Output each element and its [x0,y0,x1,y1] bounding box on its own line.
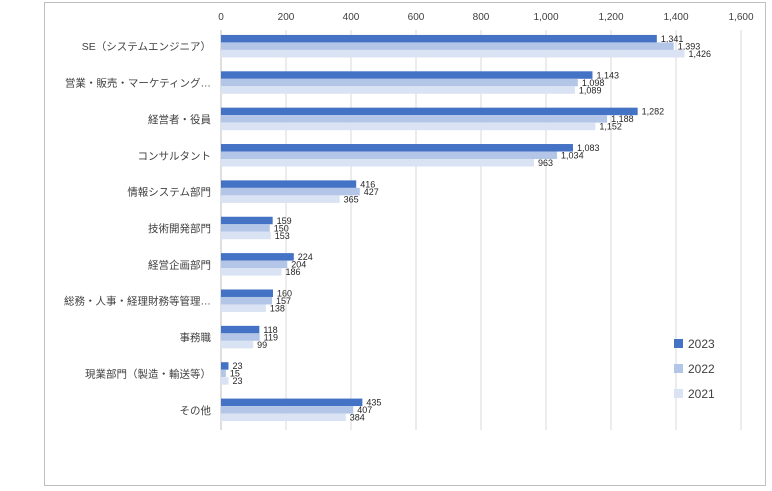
bar-2022 [221,187,360,196]
x-tick-label: 0 [218,12,224,23]
data-label-2022: 1,393 [678,41,701,51]
data-label-2023: 159 [277,216,292,226]
x-tick-label: 1,600 [728,12,753,23]
bar-2022 [221,260,288,269]
data-label-2021: 1,426 [688,49,711,59]
data-label-2022: 119 [264,332,278,342]
bar-2022 [221,369,226,378]
data-label-2022: 407 [357,405,372,415]
category-label: コンサルタント [138,150,212,162]
data-label-2022: 157 [276,296,291,306]
category-label: 現業部門（製造・輸送等） [85,367,211,380]
bar-2021 [221,86,575,94]
category-label: SE（システムエンジニア） [82,41,211,53]
category-label: 営業・販売・マーケティング… [65,77,211,90]
data-label-2022: 1,098 [582,78,605,88]
data-label-2023: 118 [263,325,277,335]
category-label: 情報システム部門 [127,186,211,199]
x-tick-label: 400 [343,12,360,23]
bar-2021 [221,231,271,240]
bar-2021 [221,159,534,167]
data-label-2023: 435 [366,398,381,408]
bar-2023 [221,362,229,370]
data-label-2021: 23 [232,376,242,386]
data-label-2021: 1,089 [579,85,602,95]
bar-2022 [221,78,578,87]
bar-2023 [221,289,273,297]
data-label-2021: 153 [275,231,290,241]
bar-2023 [221,216,273,225]
data-label-2023: 1,143 [596,70,619,80]
data-label-2021: 1,152 [599,122,622,132]
bar-2023 [221,398,363,407]
x-tick-label: 800 [473,12,490,23]
category-label: 事務職 [180,331,212,344]
bar-2021 [221,377,229,385]
bar-2021 [221,122,596,131]
data-label-2021: 186 [285,267,300,277]
x-tick-label: 1,400 [663,12,688,23]
data-label-2023: 1,282 [642,107,665,117]
legend-swatch-2023 [674,339,683,348]
data-label-2022: 1,188 [611,114,634,124]
category-label: 技術開発部門 [148,222,211,235]
legend-label: 2023 [688,337,715,351]
bar-2023 [221,71,593,79]
legend-swatch-2021 [674,389,683,398]
data-label-2021: 138 [270,303,285,313]
bar-2021 [221,49,685,58]
data-label-2023: 1,341 [661,34,684,44]
data-label-2023: 1,083 [577,143,600,153]
legend-swatch-2022 [674,364,683,373]
x-tick-label: 1,200 [598,12,623,23]
data-label-2021: 99 [257,340,267,350]
legend-label: 2021 [688,387,715,401]
category-label: 経営者・役員 [148,113,211,126]
data-label-2023: 224 [298,252,313,262]
bar-2021 [221,340,254,349]
x-tick-label: 200 [278,12,295,23]
bar-2023 [221,325,260,334]
bar-2023 [221,180,357,188]
data-label-2021: 384 [350,413,365,423]
bar-2022 [221,42,674,50]
bar-2021 [221,195,340,203]
category-label: 経営企画部門 [148,258,211,271]
data-label-2022: 1,034 [561,151,584,161]
bar-2023 [221,34,657,43]
data-label-2023: 160 [277,288,292,298]
data-label-2022: 427 [364,187,379,197]
bar-2022 [221,333,260,341]
bar-2023 [221,107,638,116]
bar-2022 [221,115,608,123]
bar-2023 [221,253,294,261]
x-tick-label: 1,000 [533,12,558,23]
x-tick-label: 600 [408,12,425,23]
bar-2023 [221,144,573,152]
bar-2022 [221,406,354,414]
data-label-2021: 365 [344,194,359,204]
bar-2022 [221,296,273,305]
category-label: その他 [180,404,212,417]
data-label-2022: 15 [230,369,240,379]
legend-label: 2022 [688,362,715,376]
data-label-2023: 23 [232,361,242,371]
data-label-2023: 416 [360,179,375,189]
bar-2022 [221,151,558,160]
bar-2021 [221,268,282,276]
data-label-2021: 963 [538,158,553,168]
data-label-2022: 204 [291,260,306,270]
category-label: 総務・人事・経理財務等管理… [64,295,211,308]
bar-2021 [221,413,346,422]
data-label-2022: 150 [274,223,289,233]
bar-2021 [221,304,266,312]
bar-2022 [221,224,270,232]
